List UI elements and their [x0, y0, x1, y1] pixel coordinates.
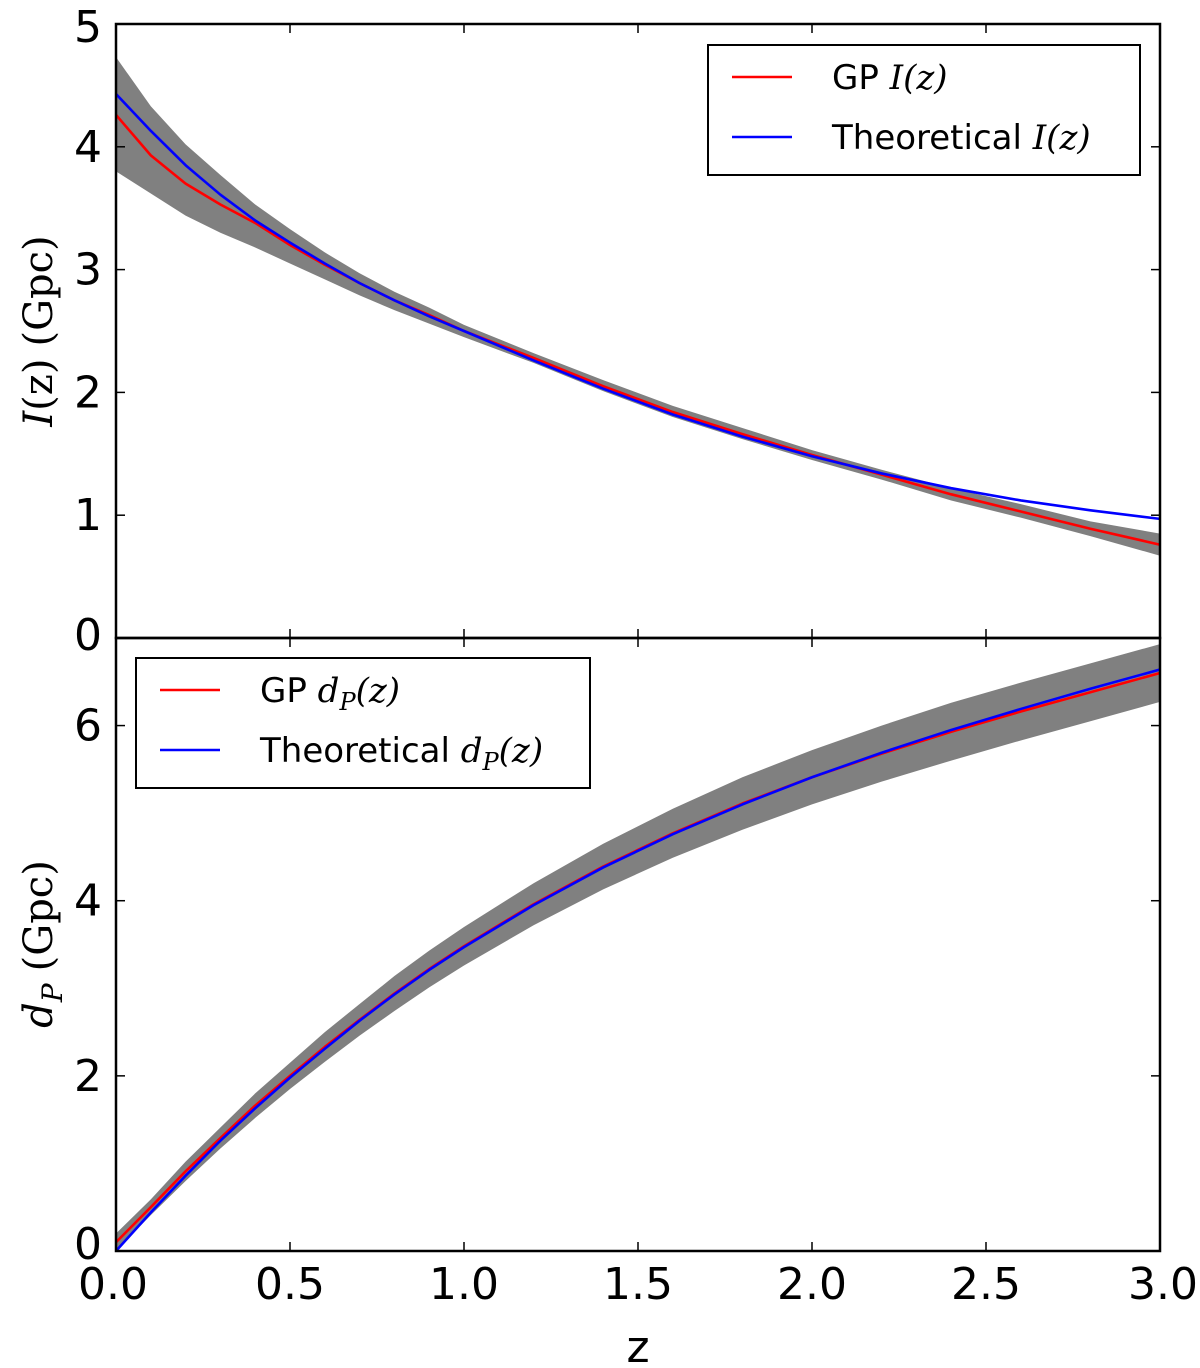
bottom-ylabel-var: d [16, 1002, 62, 1028]
top-series-theoretical-line [116, 93, 1160, 521]
bottom-ylabel: dP (Gpc) [16, 860, 69, 1028]
bottom-legend-label-theory-arg: (z) [499, 731, 543, 771]
bottom-legend-label-gp-sub: P [338, 688, 356, 716]
bottom-confidence-band [116, 644, 1160, 1251]
top-legend-label-gp-math: I(z) [889, 58, 948, 98]
top-legend-label-theory-text: Theoretical [831, 118, 1033, 158]
bottom-legend: GP dP(z) Theoretical dP(z) [135, 657, 591, 789]
bottom-legend-box [135, 657, 591, 789]
top-ytick-label: 1 [74, 490, 102, 541]
x-tick-label: 1.5 [603, 1259, 673, 1310]
x-tick-label: 2.5 [951, 1259, 1021, 1310]
x-tick-label: 1.0 [429, 1259, 499, 1310]
bottom-series-theoretical-line [116, 668, 1160, 1251]
bottom-ylabel-unit: (Gpc) [16, 860, 62, 971]
top-ylabel-unit: (Gpc) [16, 235, 62, 346]
top-ylabel-arg: (z) [16, 359, 62, 411]
bottom-legend-label-gp-text: GP [260, 671, 318, 711]
bottom-legend-label-theory-math: d [461, 731, 483, 771]
top-legend-box [707, 44, 1141, 176]
top-ylabel: I(z) (Gpc) [16, 235, 62, 427]
top-series-gp-line [116, 114, 1160, 546]
top-legend-label-gp-text: GP [832, 58, 890, 98]
bottom-legend-label-theory-sub: P [482, 748, 500, 776]
top-ytick-label: 4 [74, 122, 102, 173]
top-legend-label-theory: Theoretical I(z) [831, 118, 1091, 158]
top-legend-label-gp: GP I(z) [832, 58, 948, 98]
top-panel: 0 1 2 3 4 5 I(z) (Gpc) GP I(z) Theoretical I(z… [16, 2, 1162, 661]
top-legend-label-theory-math: I(z) [1032, 118, 1091, 158]
x-tick-label: 0.0 [78, 1259, 148, 1310]
bottom-legend-label-gp-arg: (z) [356, 671, 400, 711]
bottom-plot-frame [114, 636, 1162, 1253]
bottom-ytick-label: 2 [74, 1051, 102, 1102]
bottom-ytick-label: 4 [74, 876, 102, 927]
bottom-legend-label-theory-text: Theoretical [259, 731, 461, 771]
top-ylabel-var: I [16, 410, 62, 428]
bottom-ytick-label: 0 [74, 1219, 102, 1270]
top-ytick-label: 0 [74, 610, 102, 661]
x-axis-label: z [626, 1322, 649, 1368]
top-legend: GP I(z) Theoretical I(z) [707, 44, 1141, 176]
top-ytick-label: 5 [74, 2, 102, 53]
top-ytick-label: 2 [74, 367, 102, 418]
bottom-legend-label-theory: Theoretical dP(z) [259, 731, 543, 776]
top-ytick-label: 3 [74, 245, 102, 296]
bottom-ytick-label: 6 [74, 701, 102, 752]
x-tick-label: 0.5 [255, 1259, 325, 1310]
x-tick-label: 2.0 [777, 1259, 847, 1310]
bottom-ylabel-sub: P [36, 982, 69, 1003]
bottom-legend-label-gp: GP dP(z) [260, 671, 400, 716]
x-tick-label: 3.0 [1128, 1259, 1198, 1310]
bottom-legend-label-gp-math: d [318, 671, 340, 711]
